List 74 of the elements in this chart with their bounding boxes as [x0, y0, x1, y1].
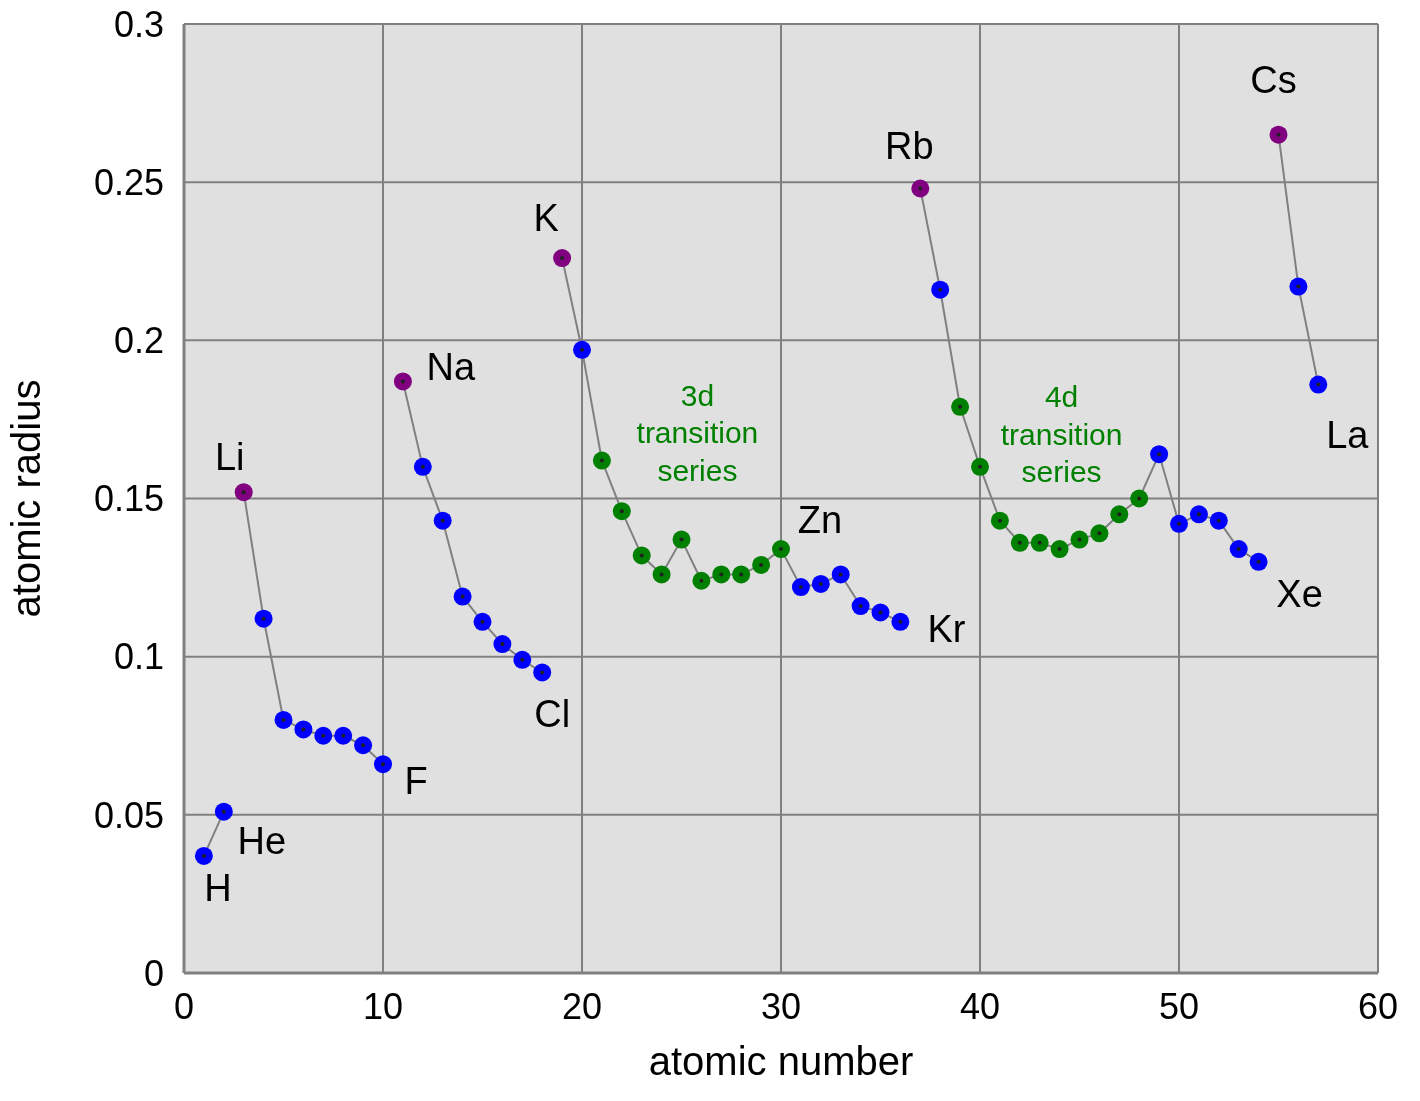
point — [274, 710, 293, 729]
point — [672, 530, 691, 549]
point — [214, 802, 233, 821]
point — [453, 587, 472, 606]
point — [712, 565, 731, 584]
point — [772, 540, 790, 559]
annotation: 4d transition series — [1000, 379, 1123, 488]
y-axis-title: atomic radius — [4, 379, 49, 618]
y-tick-label: 0.25 — [93, 161, 164, 203]
point — [1050, 540, 1069, 559]
point — [493, 635, 512, 654]
point — [752, 555, 771, 574]
point — [971, 457, 989, 476]
x-tick-label: 50 — [1158, 985, 1200, 1027]
point — [254, 609, 273, 628]
annotation: F — [404, 760, 428, 803]
point — [1110, 505, 1129, 524]
y-tick-label: 0 — [143, 952, 164, 994]
point — [533, 663, 552, 682]
y-tick-label: 0.05 — [93, 794, 164, 836]
x-tick-label: 0 — [173, 985, 195, 1027]
annotation: Zn — [797, 499, 843, 542]
y-tick-label: 0.1 — [113, 636, 164, 678]
point — [1130, 489, 1149, 508]
point — [632, 546, 651, 565]
point — [194, 846, 213, 865]
x-tick-label: 20 — [561, 985, 603, 1027]
point — [374, 755, 392, 774]
point — [513, 650, 532, 669]
annotation: Li — [214, 436, 245, 479]
point — [393, 372, 412, 391]
point — [990, 511, 1009, 530]
annotation: Na — [426, 346, 477, 389]
x-tick-label: 30 — [760, 985, 802, 1027]
point — [1030, 533, 1049, 552]
point — [294, 720, 313, 739]
point — [911, 179, 930, 198]
point — [592, 451, 611, 470]
point — [413, 457, 432, 476]
point — [314, 726, 333, 745]
point — [652, 565, 671, 584]
y-tick-label: 0.2 — [113, 320, 164, 362]
annotation: Cl — [534, 693, 571, 736]
point — [692, 571, 711, 590]
annotation: He — [237, 819, 287, 862]
point — [1010, 533, 1029, 552]
annotation: Kr — [927, 607, 966, 650]
point — [1269, 125, 1288, 144]
annotation: K — [533, 197, 559, 240]
point — [553, 249, 572, 268]
point — [234, 483, 253, 502]
y-tick-label: 0.15 — [93, 478, 164, 520]
point — [354, 736, 373, 755]
point — [334, 726, 353, 745]
annotation: H — [204, 866, 232, 909]
annotation: Xe — [1276, 572, 1323, 615]
x-axis-title: atomic number — [648, 1039, 914, 1083]
point — [1309, 375, 1328, 394]
annotation: Rb — [885, 125, 934, 168]
annotation: Cs — [1250, 58, 1297, 101]
x-tick-label: 10 — [362, 985, 404, 1027]
annotation: 3d transition series — [636, 378, 759, 487]
point — [1289, 277, 1308, 296]
point — [1070, 530, 1089, 549]
y-tick-label: 0.3 — [113, 3, 164, 45]
point — [473, 612, 492, 631]
point — [433, 511, 452, 530]
point — [612, 502, 631, 521]
point — [1090, 524, 1109, 543]
point — [732, 565, 751, 584]
point — [951, 397, 970, 416]
x-tick-label: 40 — [959, 985, 1001, 1027]
annotation: La — [1326, 413, 1370, 456]
x-tick-label: 60 — [1357, 985, 1399, 1027]
